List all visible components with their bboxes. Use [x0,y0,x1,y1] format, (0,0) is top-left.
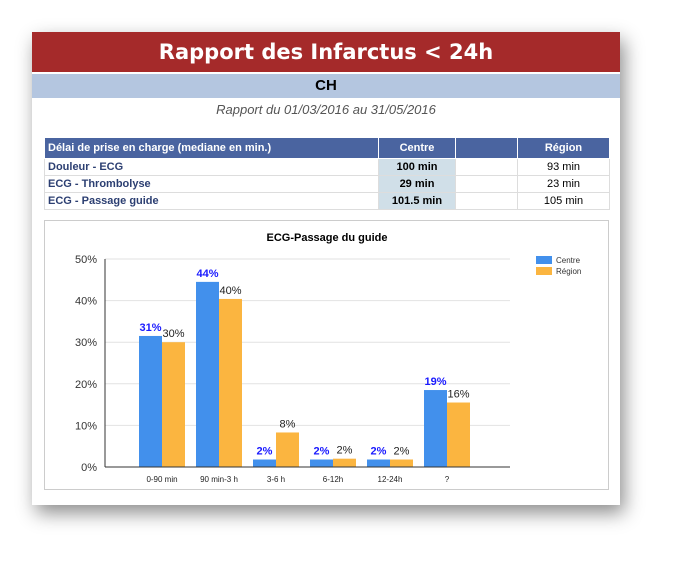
row-region: 23 min [517,175,610,193]
bar-centre [253,459,276,467]
y-tick-label: 50% [75,254,97,266]
x-tick-label: 6-12h [323,475,343,484]
row-blank [455,175,518,193]
report-title: Rapport des Infarctus < 24h [32,32,620,72]
row-blank [455,192,518,210]
bar-region [276,432,299,467]
table-row: Douleur - ECG 100 min 93 min [44,158,610,176]
row-centre: 29 min [378,175,456,193]
report-period: Rapport du 01/03/2016 au 31/05/2016 [216,102,436,117]
bar-centre [367,459,390,467]
row-region: 105 min [517,192,610,210]
header-region: Région [517,137,610,159]
bar-region [333,458,356,467]
y-tick-label: 0% [81,462,97,474]
data-label: 2% [371,446,387,458]
data-label: 16% [447,389,469,401]
row-label: Douleur - ECG [44,158,379,176]
bar-centre [310,459,333,467]
row-label: ECG - Passage guide [44,192,379,210]
bar-centre [424,390,447,467]
row-label: ECG - Thrombolyse [44,175,379,193]
data-label: 2% [337,445,353,457]
bar-region [162,342,185,467]
legend-label: Région [556,267,581,276]
y-tick-label: 30% [75,337,97,349]
legend-swatch [536,256,552,264]
table-row: ECG - Thrombolyse 29 min 23 min [44,175,610,193]
data-label: 2% [394,446,410,458]
x-tick-label: 90 min-3 h [200,475,238,484]
report-page: Rapport des Infarctus < 24h CH Rapport d… [32,32,620,505]
bar-chart: ECG-Passage du guide 0% 10% 20% 30% 40% 50% 31%… [75,232,581,484]
row-centre: 100 min [378,158,456,176]
y-tick-label: 40% [75,296,97,308]
row-blank [455,158,518,176]
bar-centre [139,335,162,467]
chart-container: ECG-Passage du guide 0% 10% 20% 30% 40% 50% 31%… [44,220,609,490]
hospital-name: CH [32,74,620,98]
header-blank [455,137,518,159]
data-label: 31% [139,322,161,334]
bar-region [219,298,242,467]
data-label: 30% [162,328,184,340]
legend-label: Centre [556,256,581,265]
data-label: 2% [257,446,273,458]
bar-region [390,459,413,467]
header-centre: Centre [378,137,456,159]
header-label: Délai de prise en charge (mediane en min… [44,137,379,159]
chart-title: ECG-Passage du guide [266,232,387,244]
data-label: 8% [280,418,296,430]
data-label: 19% [424,376,446,388]
row-region: 93 min [517,158,610,176]
table-header: Délai de prise en charge (mediane en min… [44,137,610,159]
table-row: ECG - Passage guide 101.5 min 105 min [44,192,610,210]
x-tick-label: 0-90 min [146,475,177,484]
delay-table: Délai de prise en charge (mediane en min… [44,137,610,210]
data-label: 40% [219,285,241,297]
y-tick-label: 20% [75,379,97,391]
data-label: 44% [196,268,218,280]
x-tick-label: 3-6 h [267,475,285,484]
row-centre: 101.5 min [378,192,456,210]
bar-centre [196,281,219,467]
bar-region [447,402,470,467]
y-tick-label: 10% [75,420,97,432]
x-tick-label: 12-24h [378,475,403,484]
data-label: 2% [314,446,330,458]
x-tick-label: ? [445,475,450,484]
legend-swatch [536,267,552,275]
